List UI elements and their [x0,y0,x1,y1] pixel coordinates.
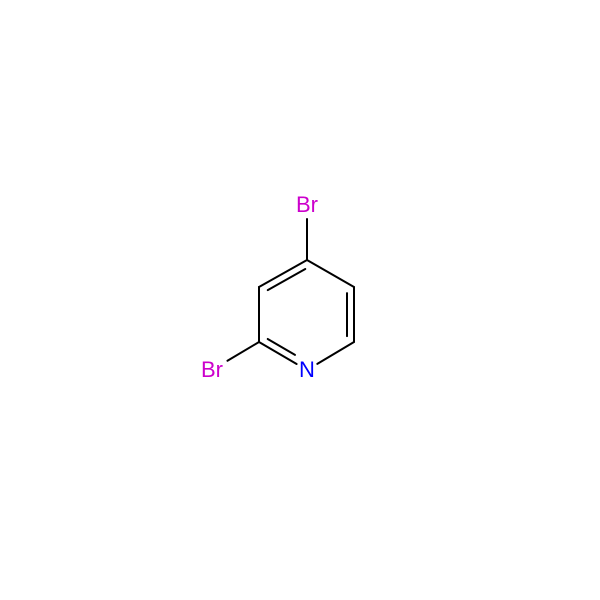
atom-br4: Br [296,192,318,218]
bond-layer [0,0,600,600]
atom-n: N [299,357,315,383]
molecule-canvas: N Br Br [0,0,600,600]
atom-br2: Br [201,357,223,383]
